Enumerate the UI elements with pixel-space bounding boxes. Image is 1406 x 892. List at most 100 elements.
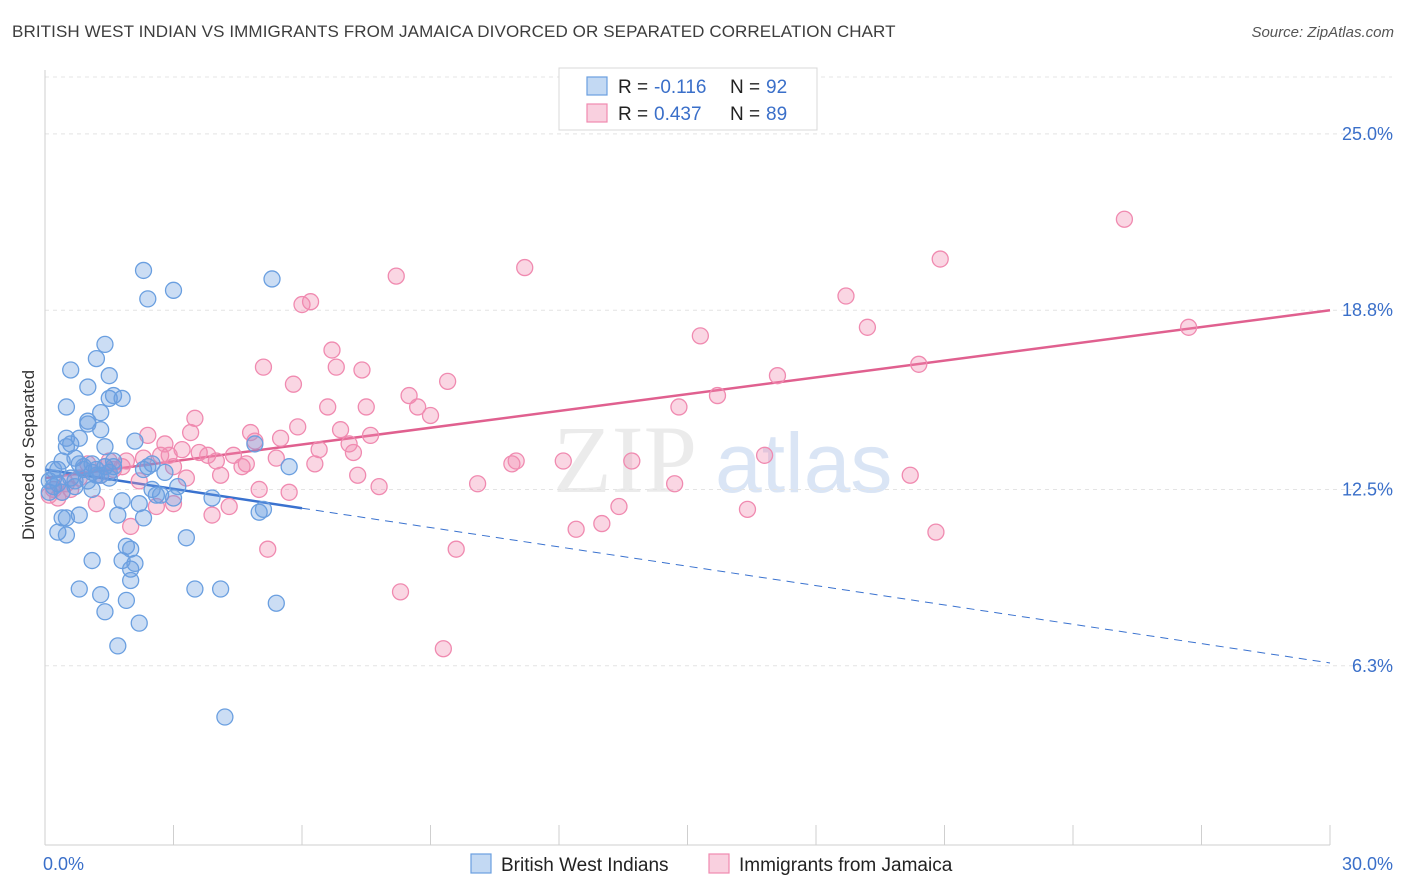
point-immigrants-from-jamaica	[340, 435, 358, 453]
bottom-legend-label: Immigrants from Jamaica	[739, 855, 953, 876]
point-immigrants-from-jamaica	[434, 640, 453, 658]
stats-n-value: 89	[766, 104, 787, 125]
point-british-west-indians	[203, 489, 221, 507]
point-british-west-indians	[57, 509, 76, 527]
point-british-west-indians	[109, 506, 127, 524]
x-tick-label: 30.0%	[1342, 854, 1393, 874]
point-immigrants-from-jamaica	[353, 361, 371, 379]
point-british-west-indians	[113, 492, 131, 510]
stats-n-value: 92	[766, 77, 787, 98]
y-tick-labels: 6.3% 12.5% 18.8% 25.0%	[1342, 124, 1393, 676]
point-british-west-indians	[87, 349, 106, 368]
point-immigrants-from-jamaica	[327, 358, 345, 376]
point-british-west-indians	[74, 460, 93, 479]
point-british-west-indians	[267, 594, 285, 612]
point-british-west-indians	[126, 432, 144, 450]
point-immigrants-from-jamaica	[387, 267, 405, 285]
point-british-west-indians	[130, 614, 148, 632]
y-tick-label: 6.3%	[1352, 656, 1393, 676]
point-immigrants-from-jamaica	[370, 477, 388, 496]
point-british-west-indians	[79, 378, 97, 396]
point-immigrants-from-jamaica	[254, 358, 273, 376]
point-british-west-indians	[156, 463, 174, 482]
point-immigrants-from-jamaica	[910, 355, 928, 373]
point-british-west-indians	[100, 367, 118, 385]
point-immigrants-from-jamaica	[181, 423, 200, 442]
point-british-west-indians	[130, 495, 148, 513]
point-immigrants-from-jamaica	[623, 452, 641, 470]
point-immigrants-from-jamaica	[447, 540, 465, 558]
point-british-west-indians	[96, 603, 114, 621]
bottom-legend-swatch	[708, 853, 730, 874]
point-british-west-indians	[53, 509, 71, 527]
point-immigrants-from-jamaica	[284, 375, 303, 393]
x-tick-labels: 0.0% 30.0%	[43, 854, 1393, 874]
bottom-legend-swatch	[470, 853, 492, 874]
point-immigrants-from-jamaica	[164, 458, 183, 476]
point-immigrants-from-jamaica	[1115, 210, 1134, 228]
point-immigrants-from-jamaica	[331, 421, 350, 439]
point-immigrants-from-jamaica	[357, 398, 375, 416]
point-immigrants-from-jamaica	[901, 466, 919, 484]
x-tick-label: 0.0%	[43, 854, 84, 874]
axes	[44, 70, 1331, 846]
point-british-west-indians	[96, 438, 114, 456]
point-british-west-indians	[57, 398, 76, 416]
point-british-west-indians	[254, 500, 273, 519]
point-immigrants-from-jamaica	[280, 483, 298, 501]
watermark-zip: ZIP	[553, 406, 697, 513]
point-immigrants-from-jamaica	[567, 520, 585, 538]
point-immigrants-from-jamaica	[927, 523, 945, 541]
stats-r-value: -0.116	[654, 77, 706, 98]
point-immigrants-from-jamaica	[87, 495, 106, 513]
point-immigrants-from-jamaica	[1180, 318, 1198, 336]
point-immigrants-from-jamaica	[421, 406, 440, 425]
point-british-west-indians	[164, 281, 183, 299]
point-immigrants-from-jamaica	[250, 480, 268, 499]
point-british-west-indians	[70, 506, 88, 524]
point-immigrants-from-jamaica	[400, 386, 418, 405]
point-immigrants-from-jamaica	[516, 258, 534, 277]
point-immigrants-from-jamaica	[349, 466, 367, 484]
point-immigrants-from-jamaica	[344, 443, 363, 462]
trend-line-british-west-indians-extension	[301, 507, 1331, 664]
point-british-west-indians	[109, 637, 127, 655]
point-immigrants-from-jamaica	[207, 452, 225, 470]
point-british-west-indians	[62, 469, 80, 487]
bottom-legend-label: British West Indians	[501, 855, 669, 876]
point-british-west-indians	[113, 389, 131, 408]
stats-legend-box	[558, 67, 818, 131]
point-british-west-indians	[122, 540, 140, 558]
bottom-legend: British West Indians Immigrants from Jama…	[470, 853, 953, 876]
point-british-west-indians	[70, 429, 88, 447]
y-tick-label: 25.0%	[1342, 124, 1393, 144]
point-immigrants-from-jamaica	[323, 341, 341, 359]
point-british-west-indians	[126, 554, 144, 573]
point-immigrants-from-jamaica	[203, 506, 221, 524]
point-immigrants-from-jamaica	[554, 452, 572, 470]
point-british-west-indians	[177, 529, 196, 547]
point-british-west-indians	[57, 526, 76, 544]
point-british-west-indians	[92, 421, 110, 439]
point-immigrants-from-jamaica	[271, 429, 290, 447]
point-british-west-indians	[96, 335, 114, 354]
point-british-west-indians	[169, 477, 187, 496]
point-british-west-indians	[83, 480, 101, 499]
point-british-west-indians	[49, 460, 67, 479]
point-immigrants-from-jamaica	[768, 367, 787, 385]
point-immigrants-from-jamaica	[507, 452, 525, 470]
point-immigrants-from-jamaica	[211, 466, 230, 484]
point-british-west-indians	[263, 270, 281, 288]
point-immigrants-from-jamaica	[237, 455, 255, 473]
point-immigrants-from-jamaica	[931, 250, 949, 268]
point-immigrants-from-jamaica	[670, 398, 688, 416]
point-british-west-indians	[92, 586, 110, 604]
point-british-west-indians	[211, 580, 230, 598]
point-immigrants-from-jamaica	[468, 475, 487, 493]
point-immigrants-from-jamaica	[310, 440, 328, 459]
point-immigrants-from-jamaica	[755, 446, 774, 464]
point-british-west-indians	[92, 403, 110, 422]
point-immigrants-from-jamaica	[391, 583, 410, 601]
point-british-west-indians	[62, 361, 80, 379]
